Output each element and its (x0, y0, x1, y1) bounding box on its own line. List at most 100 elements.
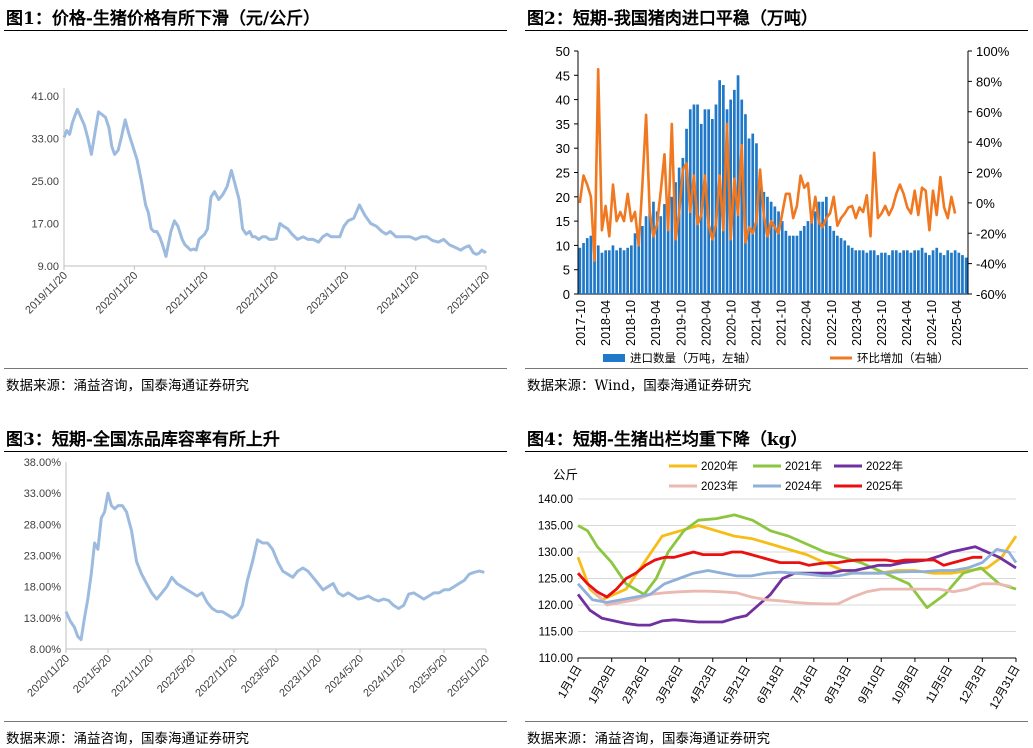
y-tick-label: 18.00% (24, 582, 62, 594)
panel-4-title-rule (525, 451, 1028, 452)
x-tick-label: 8月13日 (823, 664, 854, 707)
y-right-tick-label: 40% (976, 135, 1002, 150)
import-bar (736, 75, 740, 294)
x-tick-label: 4月23日 (688, 664, 719, 707)
weight-line-2023年 (576, 572, 1012, 607)
x-tick-label: 2021-04 (750, 300, 764, 346)
y-tick-label: 125.00 (538, 574, 573, 586)
import-bar (714, 104, 718, 294)
import-bar (780, 221, 784, 294)
weight-line-2024年 (576, 548, 1018, 604)
import-bar (909, 252, 913, 294)
x-tick-label: 3月26日 (654, 664, 685, 707)
import-bar (619, 247, 622, 294)
y-left-tick-label: 25 (556, 166, 570, 181)
y-tick-label: 25.00 (31, 176, 59, 188)
y-right-tick-label: 100% (976, 44, 1010, 59)
y-tick-label: 23.00% (24, 551, 62, 563)
panel-1-source: 数据来源：涌益咨询，国泰海通证券研究 (6, 378, 249, 394)
import-bar (622, 250, 626, 294)
import-bar (696, 104, 699, 294)
y-right-tick-label: -60% (976, 287, 1007, 302)
import-bar (946, 250, 950, 294)
y-tick-label: 8.00% (30, 644, 61, 656)
weight-line-2021年 (577, 513, 1017, 609)
x-tick-label: 7月16日 (789, 664, 820, 707)
x-tick-label: 11月5日 (924, 664, 955, 706)
y-tick-label: 135.00 (538, 521, 573, 533)
weight-line-2025年 (576, 550, 983, 599)
y-tick-label: 115.00 (539, 627, 573, 639)
import-bar (744, 114, 747, 294)
y-left-tick-label: 50 (556, 44, 570, 59)
import-bar (850, 247, 854, 294)
panel-2-title: 图2：短期-我国猪肉进口平稳（万吨） (527, 9, 818, 29)
import-bar (578, 247, 582, 294)
import-bar (920, 247, 924, 294)
y-right-tick-label: 60% (976, 105, 1002, 120)
panel-3-title-rule (4, 451, 507, 452)
legend-label: 2021年 (785, 459, 822, 473)
y-axis-label: 公斤 (553, 468, 578, 482)
import-bar (942, 255, 946, 294)
x-tick-label: 6月18日 (755, 664, 786, 707)
import-bar (788, 235, 791, 294)
price-line (62, 107, 487, 258)
import-bar (836, 235, 839, 294)
import-bar (681, 157, 685, 294)
panel-1-title: 图1：价格-生猪价格有所下滑（元/公斤） (6, 9, 321, 29)
y-tick-label: 28.00% (24, 519, 62, 531)
mom-line (578, 67, 957, 262)
import-bar (666, 199, 670, 294)
y-tick-label: 13.00% (24, 613, 62, 625)
import-bar (950, 252, 953, 294)
panel-1-source-rule (4, 368, 507, 369)
panel-1-title-rule (4, 30, 507, 31)
import-bar (931, 250, 935, 294)
import-bar (766, 196, 769, 294)
import-bar (659, 216, 663, 294)
import-bar (825, 196, 828, 294)
import-bar (843, 240, 847, 294)
import-bar (644, 216, 648, 294)
import-bar (615, 250, 618, 294)
y-right-tick-label: 0% (976, 196, 995, 211)
import-bar (828, 226, 832, 294)
import-bar (817, 201, 821, 294)
y-right-tick-label: 80% (976, 74, 1002, 89)
import-bar (585, 238, 589, 294)
import-bar (633, 233, 637, 295)
import-bar (648, 211, 652, 294)
import-bar (711, 119, 714, 294)
import-bar (799, 230, 802, 294)
legend-line-label: 环比增加（右轴） (857, 351, 949, 365)
y-tick-label: 38.00% (24, 457, 62, 469)
y-left-tick-label: 30 (556, 141, 570, 156)
import-bar (707, 109, 710, 294)
import-bar (641, 226, 644, 294)
x-tick-label: 2019-04 (649, 300, 663, 346)
import-bar (939, 252, 942, 294)
import-bar (917, 250, 920, 294)
import-bar (847, 245, 850, 294)
import-bar (637, 230, 641, 294)
y-left-tick-label: 10 (556, 238, 570, 253)
x-tick-label: 2018-10 (624, 300, 638, 346)
import-bar (784, 230, 788, 294)
import-bar (880, 252, 883, 294)
import-bar (865, 252, 869, 294)
y-left-tick-label: 0 (563, 287, 570, 302)
x-tick-label: 2020-10 (724, 300, 738, 346)
y-left-tick-label: 20 (556, 190, 570, 205)
y-tick-label: 17.00 (31, 219, 59, 231)
import-bar (872, 250, 876, 294)
x-tick-label: 2020-04 (699, 300, 713, 346)
import-bar (703, 109, 707, 294)
x-tick-label: 2018-04 (599, 300, 613, 346)
import-bar (854, 250, 858, 294)
legend-bar-label: 进口数量（万吨，左轴） (630, 351, 757, 365)
import-bar (858, 250, 861, 294)
import-bar (898, 252, 902, 294)
import-bar (655, 211, 659, 294)
import-bar (589, 235, 593, 294)
